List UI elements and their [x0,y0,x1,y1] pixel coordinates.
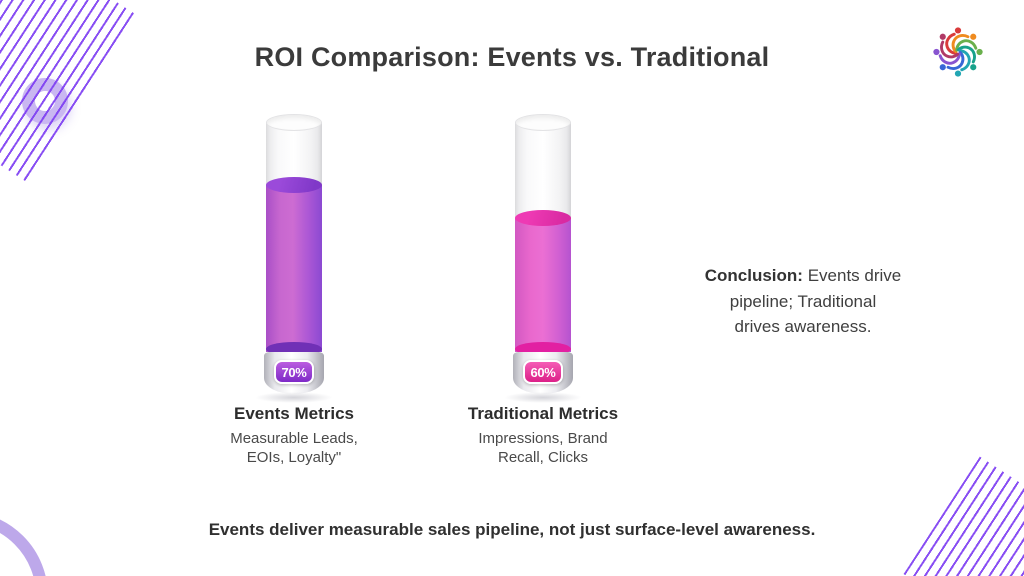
takeaway-text: Events deliver measurable sales pipeline… [208,520,816,539]
page-title: ROI Comparison: Events vs. Traditional [254,42,770,72]
conclusion-text: Conclusion: Events drive pipeline; Tradi… [704,266,902,336]
traditional-label-block: Traditional Metrics Impressions, Brand R… [433,404,653,468]
cylinder-gauge-events: 70% [255,114,333,408]
percent-badge-events: 70% [274,360,314,384]
events-liquid-fill [266,185,322,352]
traditional-liquid-fill [515,218,571,352]
cylinder-gauge-traditional: 60% [504,114,582,408]
cylinder-shadow [255,392,333,403]
percent-badge-traditional: 60% [523,360,563,384]
cylinder-shadow [504,392,582,403]
tube-opening [515,114,571,131]
people-circle-logo-icon [928,22,988,82]
traditional-label: Traditional Metrics [467,404,619,423]
events-label: Events Metrics [234,404,354,423]
traditional-liquid-surface [515,210,571,226]
tube-opening [266,114,322,131]
events-liquid-surface [266,177,322,193]
events-description: Measurable Leads, EOIs, Loyalty" [230,430,358,466]
traditional-description: Impressions, Brand Recall, Clicks [478,430,608,466]
diagonal-stripes-decoration [903,456,1024,576]
diagonal-stripes-decoration [0,0,135,182]
conclusion-label: Conclusion: [704,266,803,285]
events-label-block: Events Metrics Measurable Leads, EOIs, L… [184,404,404,468]
